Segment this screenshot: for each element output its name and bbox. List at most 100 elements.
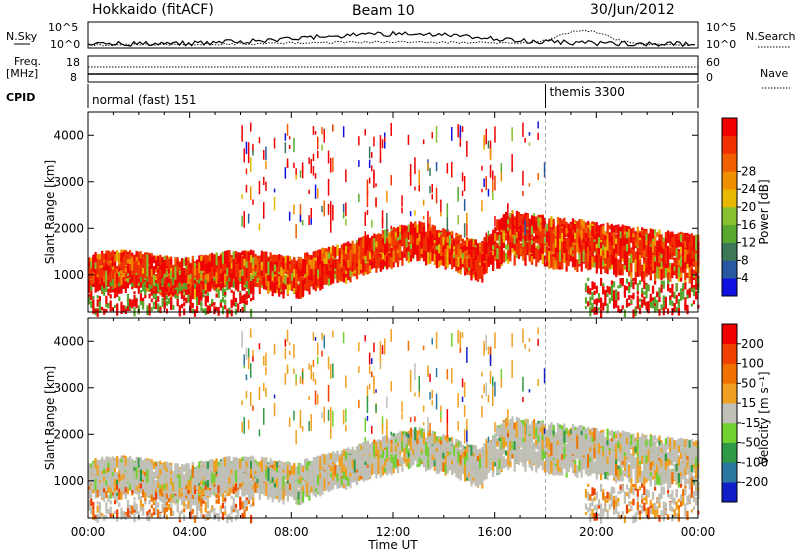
power-cell	[628, 286, 631, 293]
power-cell	[347, 264, 350, 272]
power-cell	[139, 277, 142, 283]
power-cell	[630, 266, 633, 279]
power-cell	[228, 307, 231, 315]
power-cell	[88, 283, 91, 293]
power-cell	[578, 219, 581, 230]
power-cell	[632, 292, 635, 300]
power-cell	[323, 272, 326, 285]
power-cell	[664, 268, 667, 278]
power-cell	[375, 236, 378, 245]
power-cell	[226, 280, 229, 285]
power-cell	[142, 275, 145, 287]
power-cell	[351, 268, 354, 276]
power-cell	[427, 210, 429, 227]
power-cell	[217, 260, 220, 270]
power-cell	[88, 280, 91, 287]
power-cell	[273, 188, 276, 193]
power-cell	[440, 238, 443, 247]
power-cell	[252, 267, 255, 272]
power-cell	[118, 262, 121, 274]
power-cell	[105, 309, 108, 313]
power-cell	[167, 292, 171, 297]
power-cell	[241, 194, 243, 200]
power-cell	[513, 235, 516, 245]
power-cell	[623, 225, 626, 232]
power-cell	[600, 301, 603, 309]
power-cell	[630, 248, 633, 258]
power-cell	[636, 295, 639, 304]
power-cell	[489, 253, 492, 262]
power-cell	[528, 229, 531, 241]
power-cell	[613, 225, 616, 234]
power-cell	[308, 267, 311, 277]
power-cell	[206, 292, 209, 297]
power-cell	[297, 285, 300, 294]
power-cell	[107, 265, 110, 275]
power-cell	[470, 257, 473, 269]
power-cell	[135, 302, 138, 309]
power-cell	[386, 221, 388, 238]
power-cell	[219, 274, 222, 282]
power-cell	[247, 278, 251, 291]
power-cell	[226, 308, 229, 318]
power-cell	[511, 166, 513, 173]
power-cell	[347, 241, 350, 247]
power-cell	[366, 190, 369, 208]
power-cell	[444, 250, 447, 260]
power-cell	[632, 281, 635, 290]
power-cell	[509, 220, 512, 228]
power-cell	[533, 236, 536, 242]
power-cell	[541, 216, 544, 221]
nsky-label: N.Sky	[6, 30, 38, 43]
power-cell	[658, 266, 661, 280]
power-cell	[422, 237, 426, 251]
power-cell	[200, 301, 203, 308]
power-cell	[584, 239, 588, 250]
power-cell	[649, 240, 652, 252]
power-cell	[230, 289, 233, 293]
power-cell	[496, 232, 499, 237]
nave-tick-bottom: 0	[706, 71, 713, 84]
power-cell	[193, 267, 197, 276]
power-cell	[595, 285, 598, 294]
power-cell	[654, 229, 657, 235]
power-cell	[565, 228, 568, 234]
power-cell	[466, 212, 468, 225]
power-cell	[494, 239, 497, 244]
power-cell	[299, 277, 302, 291]
power-cell	[101, 253, 104, 266]
power-cell	[427, 224, 430, 231]
power-cell	[429, 240, 432, 255]
power-cell	[610, 223, 613, 233]
power-cell	[340, 271, 343, 279]
power-cell	[384, 244, 387, 252]
power-cell	[90, 285, 93, 291]
power-cell	[431, 239, 434, 247]
power-cell	[111, 256, 114, 267]
power-cell	[628, 232, 631, 242]
power-cell	[574, 232, 577, 239]
power-cell	[576, 230, 579, 243]
power-cell	[561, 219, 564, 225]
power-cell	[496, 235, 499, 241]
power-cell	[107, 279, 110, 287]
power-cell	[563, 218, 566, 227]
power-cell	[392, 250, 395, 263]
power-cell	[623, 285, 626, 295]
power-cell	[381, 238, 384, 243]
power-cell	[330, 260, 333, 273]
power-cell	[314, 279, 317, 286]
power-cell	[245, 184, 248, 193]
power-cell	[165, 308, 168, 314]
power-cell	[165, 255, 168, 262]
power-cell	[615, 293, 618, 299]
power-cell	[580, 230, 583, 240]
power-cell	[390, 122, 392, 136]
power-cell	[161, 263, 164, 275]
power-cell	[593, 221, 596, 236]
power-cell	[239, 260, 242, 268]
power-cell	[500, 231, 503, 244]
power-cell	[403, 242, 406, 254]
power-cell	[217, 307, 220, 316]
power-cell	[537, 121, 539, 129]
